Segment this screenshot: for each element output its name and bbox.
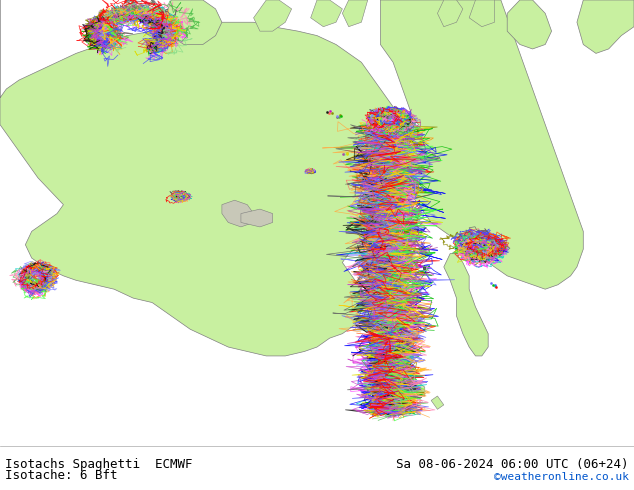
Polygon shape (342, 0, 368, 26)
Text: ©weatheronline.co.uk: ©weatheronline.co.uk (494, 472, 629, 482)
Polygon shape (444, 254, 488, 356)
Polygon shape (412, 383, 425, 396)
Polygon shape (393, 365, 406, 378)
Polygon shape (0, 0, 393, 356)
Text: Sa 08-06-2024 06:00 UTC (06+24): Sa 08-06-2024 06:00 UTC (06+24) (396, 458, 629, 470)
Polygon shape (361, 214, 418, 351)
Polygon shape (469, 0, 495, 26)
Polygon shape (165, 0, 222, 45)
Polygon shape (241, 209, 273, 227)
Polygon shape (222, 200, 254, 227)
Polygon shape (311, 0, 342, 26)
Text: Isotache: 6 Bft: Isotache: 6 Bft (5, 469, 117, 482)
Polygon shape (254, 0, 292, 31)
Polygon shape (431, 396, 444, 409)
Polygon shape (507, 0, 552, 49)
Text: Isotachs Spaghetti  ECMWF: Isotachs Spaghetti ECMWF (5, 458, 193, 470)
Polygon shape (380, 0, 583, 289)
Polygon shape (577, 0, 634, 53)
Polygon shape (437, 0, 463, 26)
